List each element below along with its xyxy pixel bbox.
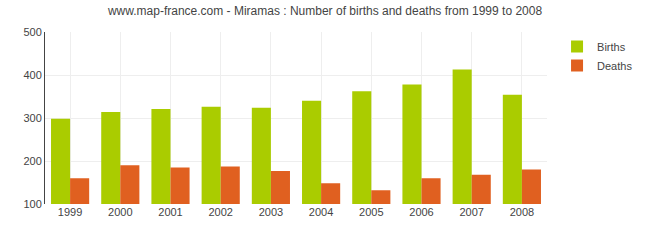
- svg-text:2006: 2006: [409, 206, 433, 218]
- svg-text:Births: Births: [597, 41, 626, 53]
- svg-text:2005: 2005: [359, 206, 383, 218]
- svg-text:200: 200: [23, 155, 41, 167]
- svg-text:2004: 2004: [309, 206, 333, 218]
- svg-text:300: 300: [23, 112, 41, 124]
- svg-text:2002: 2002: [208, 206, 232, 218]
- svg-text:100: 100: [23, 198, 41, 210]
- svg-text:1999: 1999: [58, 206, 82, 218]
- svg-text:2000: 2000: [108, 206, 132, 218]
- svg-text:2001: 2001: [158, 206, 182, 218]
- svg-text:2007: 2007: [459, 206, 483, 218]
- svg-text:500: 500: [23, 26, 41, 38]
- svg-text:2008: 2008: [510, 206, 534, 218]
- svg-text:400: 400: [23, 69, 41, 81]
- svg-text:Deaths: Deaths: [597, 60, 632, 72]
- svg-text:2003: 2003: [259, 206, 283, 218]
- svg-text:www.map-france.com - Miramas :: www.map-france.com - Miramas : Number of…: [107, 4, 543, 18]
